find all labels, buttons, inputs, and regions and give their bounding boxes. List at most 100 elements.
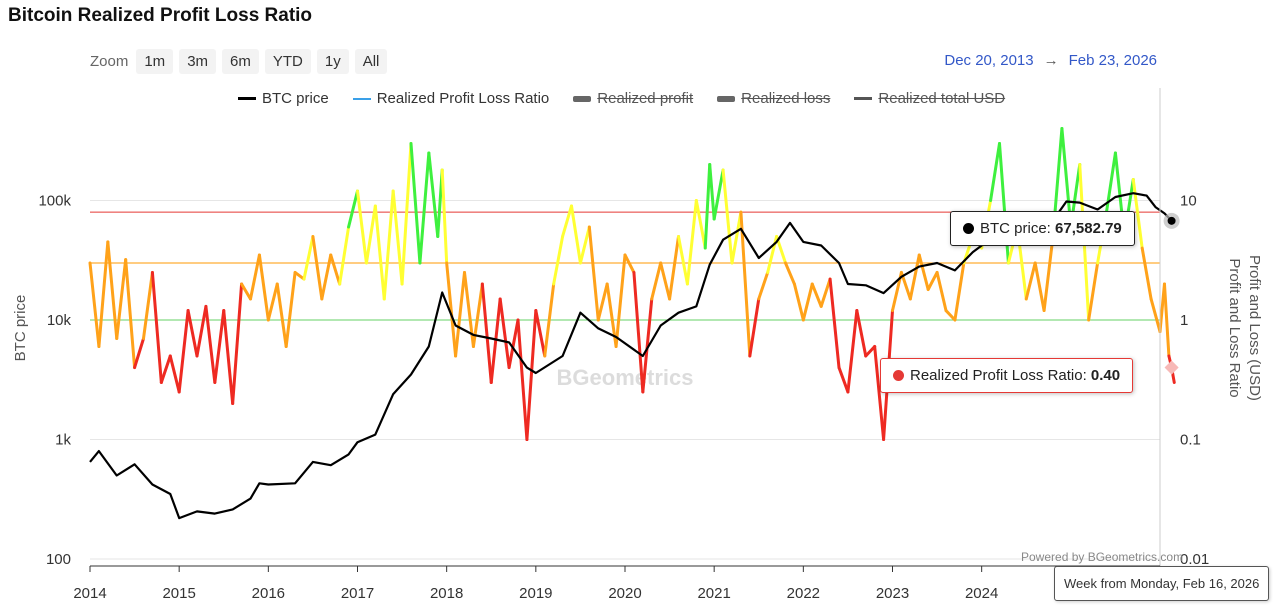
ratio-segment (347, 189, 359, 229)
btc-hover-marker (1167, 216, 1176, 225)
ratio-segment (792, 282, 805, 322)
y-right-tick-1: 1 (1180, 312, 1188, 329)
x-tick-2017: 2017 (341, 585, 374, 602)
ratio-segment (989, 141, 1001, 202)
legend-item-realized-profit[interactable]: Realized profit (573, 90, 693, 107)
ratio-segment (1087, 261, 1100, 322)
legend: BTC price Realized Profit Loss Ratio Rea… (238, 90, 1005, 107)
legend-loss-swatch (717, 95, 736, 102)
ratio-segment (685, 199, 698, 286)
zoom-label: Zoom (90, 53, 129, 70)
y-right-title-2: Profit and Loss (USD) (1246, 255, 1263, 401)
ratio-segment (757, 270, 770, 301)
legend-item-realized-loss[interactable]: Realized loss (717, 90, 830, 107)
legend-btc-label: BTC price (262, 90, 329, 107)
zoom-3m-button[interactable]: 3m (179, 49, 217, 74)
ratio-segment (454, 270, 466, 358)
ratio-segment (935, 270, 948, 313)
ratio-dot-icon (893, 370, 904, 381)
ratio-segment (623, 253, 636, 274)
y-right-tick-0.1: 0.1 (1180, 432, 1201, 449)
ratio-segment (391, 189, 404, 286)
ratio-segment (1149, 297, 1162, 334)
ratio-segment (257, 253, 270, 322)
btc-price-tooltip: BTC price: 67,582.79 (950, 211, 1135, 246)
legend-item-btc-price[interactable]: BTC price (238, 90, 329, 107)
ratio-segment (810, 282, 823, 308)
ratio-segment (828, 277, 841, 370)
ratio-segment (864, 345, 877, 358)
ratio-segment (266, 282, 279, 322)
zoom-ytd-button[interactable]: YTD (264, 49, 311, 74)
x-tick-2024: 2024 (965, 585, 998, 602)
ratio-segment (516, 318, 529, 441)
ratio-segment (284, 270, 297, 349)
x-tick-2022: 2022 (787, 585, 820, 602)
legend-item-realized-total[interactable]: Realized total USD (854, 90, 1005, 107)
ratio-segment (1033, 261, 1046, 313)
ratio-segment (659, 261, 672, 301)
legend-profit-label: Realized profit (597, 90, 694, 107)
ratio-segment (944, 309, 957, 322)
ratio-segment (249, 253, 261, 301)
ratio-segment (489, 297, 502, 384)
ratio-tooltip-value: 0.40 (1090, 367, 1121, 384)
x-tick-2021: 2021 (697, 585, 730, 602)
ratio-segment (926, 270, 939, 291)
ratio-segment (133, 337, 145, 370)
ratio-segment (1024, 261, 1037, 301)
range-arrow-icon: → (1043, 52, 1059, 69)
ratio-segment (356, 189, 368, 265)
hover-markers (1163, 212, 1180, 375)
ratio-segment (1162, 282, 1171, 358)
btc-tooltip-label: BTC price: (980, 220, 1051, 237)
ratio-segment (917, 253, 930, 291)
y-right-tick-10: 10 (1180, 193, 1197, 210)
ratio-segment (338, 225, 351, 286)
ratio-segment (231, 282, 244, 406)
zoom-1y-button[interactable]: 1y (316, 49, 349, 74)
ratio-segment (382, 189, 395, 301)
zoom-all-button[interactable]: All (354, 49, 388, 74)
ratio-segment (124, 258, 137, 370)
ratio-segment (88, 261, 101, 349)
x-tick-2019: 2019 (519, 585, 552, 602)
ratio-segment (142, 270, 154, 341)
legend-ratio-swatch (352, 97, 371, 100)
x-tick-2020: 2020 (608, 585, 641, 602)
ratio-segment (329, 253, 342, 286)
ratio-segment (694, 199, 707, 250)
legend-profit-swatch (573, 95, 592, 102)
ratio-segment (150, 270, 163, 384)
range-from[interactable]: Dec 20, 2013 (944, 52, 1034, 69)
ratio-segment (632, 270, 645, 394)
zoom-6m-button[interactable]: 6m (222, 49, 259, 74)
axes: 100 1k 10k 100k 0.01 0.1 1 10 2014 2015 2016 2017 20… (12, 88, 1263, 602)
ratio-segment (159, 354, 172, 384)
ratio-segment (525, 309, 538, 441)
y-left-tick-1k: 1k (55, 432, 71, 449)
ratio-segment (106, 240, 119, 341)
y-right-title: Profit and Loss Ratio (1226, 258, 1243, 397)
ratio-segment (213, 309, 226, 384)
ratio-segment (561, 204, 573, 238)
ratio-segment (97, 240, 110, 349)
ratio-segment (222, 309, 235, 406)
range-to[interactable]: Feb 23, 2026 (1068, 52, 1157, 69)
zoom-1m-button[interactable]: 1m (136, 49, 174, 74)
ratio-segment (801, 282, 814, 322)
legend-total-swatch (854, 97, 873, 100)
ratio-segment (953, 261, 966, 322)
ratio-tooltip-label: Realized Profit Loss Ratio: (910, 367, 1087, 384)
watermark: BGeometrics (557, 365, 694, 390)
ratio-segment (730, 210, 743, 265)
ratio-segment (641, 297, 654, 394)
legend-item-ratio[interactable]: Realized Profit Loss Ratio (352, 90, 549, 107)
y-left-tick-10k: 10k (47, 312, 72, 329)
ratio-segment (115, 258, 128, 341)
ratio-segment (534, 309, 547, 358)
legend-btc-swatch (238, 97, 256, 100)
ratio-segment (427, 151, 440, 238)
ratio-segment (168, 354, 181, 394)
powered-by-link[interactable]: Powered by BGeometrics.com (1021, 550, 1184, 564)
